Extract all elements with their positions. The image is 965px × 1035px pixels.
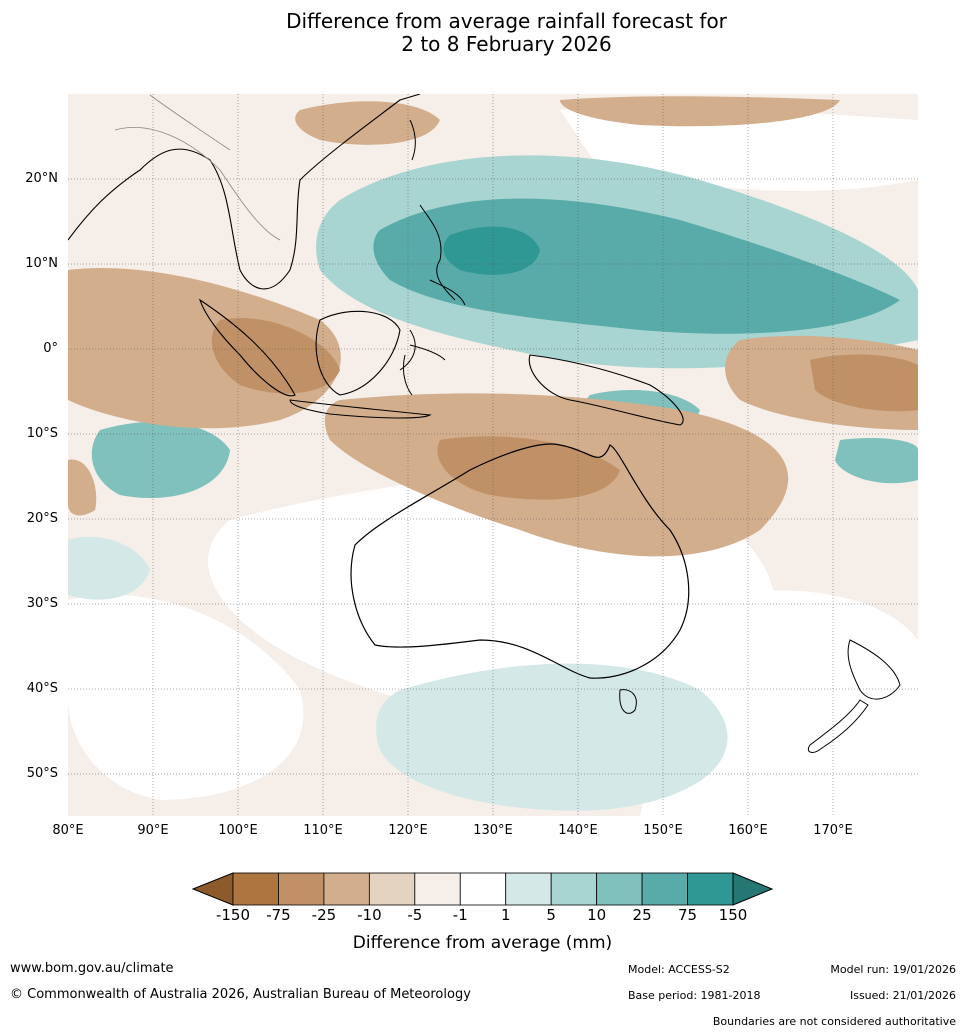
colorbar xyxy=(191,872,774,906)
longitude-label: 100°E xyxy=(218,823,258,838)
colorbar-cells xyxy=(232,872,734,906)
colorbar-extend-low xyxy=(191,872,234,906)
dry-anomaly xyxy=(810,354,918,412)
latitude-label: 10°S xyxy=(26,426,58,441)
colorbar-tick-label: -1 xyxy=(452,906,468,924)
dry-anomaly xyxy=(68,459,97,516)
tasmania-coastline xyxy=(619,689,637,714)
latitude-label: 50°S xyxy=(26,766,58,781)
latitude-label: 0° xyxy=(43,341,58,356)
longitude-label: 140°E xyxy=(558,823,598,838)
model-name: Model: ACCESS-S2 xyxy=(628,963,730,976)
colorbar-tick-label: 150 xyxy=(718,906,748,924)
colorbar-tick-label: 5 xyxy=(546,906,556,924)
issued-date: Issued: 21/01/2026 xyxy=(849,989,956,1002)
longitude-label: 150°E xyxy=(643,823,683,838)
colorbar-title: Difference from average (mm) xyxy=(352,933,613,953)
longitude-label: 160°E xyxy=(728,823,768,838)
colorbar-tick-label: -5 xyxy=(407,906,423,924)
chart-title: Difference from average rainfall forecas… xyxy=(0,10,965,56)
colorbar-tick-label: 1 xyxy=(500,906,511,924)
base-period: Base period: 1981-2018 xyxy=(628,989,761,1002)
colorbar-cell xyxy=(687,872,734,906)
website-link[interactable]: www.bom.gov.au/climate xyxy=(10,961,174,976)
longitude-label: 120°E xyxy=(388,823,428,838)
wet-anomaly xyxy=(68,536,150,600)
colorbar-cell xyxy=(414,872,461,906)
latitude-label: 20°N xyxy=(25,171,58,186)
colorbar-tick-label: -25 xyxy=(311,906,337,924)
colorbar-cell xyxy=(505,872,552,906)
country-borders xyxy=(114,94,281,241)
sulawesi-coastline xyxy=(399,329,446,396)
colorbar-tick-label: 75 xyxy=(677,906,698,924)
latitude-label: 20°S xyxy=(26,511,58,526)
borneo-coastline xyxy=(315,310,401,396)
philippines-coastline xyxy=(419,204,466,306)
colorbar-cell xyxy=(278,872,325,906)
dry-anomaly xyxy=(560,96,840,127)
dry-anomaly xyxy=(295,101,440,145)
colorbar-cell xyxy=(596,872,643,906)
longitude-label: 110°E xyxy=(303,823,343,838)
graticule xyxy=(68,94,918,816)
new-zealand-south-coastline xyxy=(807,699,869,753)
copyright-notice: © Commonwealth of Australia 2026, Austra… xyxy=(10,987,471,1002)
new-guinea-coastline xyxy=(528,354,684,426)
near-normal-area xyxy=(68,594,304,800)
longitude-label: 170°E xyxy=(813,823,853,838)
colorbar-extend-high xyxy=(732,872,774,906)
wet-anomaly xyxy=(376,663,728,811)
longitude-label: 90°E xyxy=(137,823,169,838)
asia-coastline xyxy=(68,94,421,290)
title-line-1: Difference from average rainfall forecas… xyxy=(286,9,727,33)
colorbar-cell xyxy=(232,872,279,906)
colorbar-cell xyxy=(641,872,688,906)
dry-anomaly xyxy=(437,436,620,500)
colorbar-tick-label: -75 xyxy=(266,906,291,924)
new-zealand-north-coastline xyxy=(847,639,901,700)
wet-anomaly xyxy=(835,438,918,484)
colorbar-cell xyxy=(323,872,370,906)
colorbar-tick-label: 10 xyxy=(587,906,607,924)
colorbar-cell xyxy=(550,872,598,906)
sumatra-coastline xyxy=(198,298,296,397)
longitude-label: 80°E xyxy=(52,823,84,838)
taiwan-coastline xyxy=(409,119,416,161)
colorbar-cell xyxy=(459,872,507,906)
boundaries-disclaimer: Boundaries are not considered authoritat… xyxy=(712,1015,956,1028)
java-coastline xyxy=(289,399,432,419)
australia-coastline xyxy=(350,443,690,679)
wet-anomaly xyxy=(91,421,230,498)
colorbar-tick-label: -150 xyxy=(215,906,251,924)
latitude-label: 10°N xyxy=(25,256,58,271)
title-line-2: 2 to 8 February 2026 xyxy=(401,32,612,56)
model-run-date: Model run: 19/01/2026 xyxy=(830,963,956,976)
latitude-label: 30°S xyxy=(26,596,58,611)
latitude-label: 40°S xyxy=(26,681,58,696)
wet-anomaly xyxy=(443,226,540,275)
colorbar-cell xyxy=(368,872,416,906)
colorbar-tick-label: 25 xyxy=(632,906,652,924)
colorbar-tick-label: -10 xyxy=(357,906,382,924)
longitude-label: 130°E xyxy=(473,823,513,838)
dry-anomaly xyxy=(211,318,340,394)
